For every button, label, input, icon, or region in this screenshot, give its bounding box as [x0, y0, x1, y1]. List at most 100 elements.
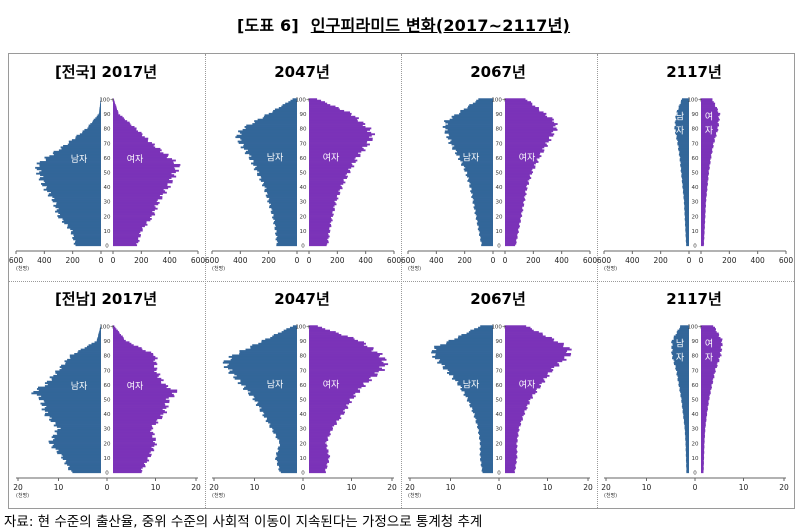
age-tick-label: 100+ [687, 98, 702, 104]
male-bar [264, 114, 297, 117]
male-bar [457, 383, 494, 386]
male-bar [275, 234, 298, 236]
male-bar [253, 168, 298, 171]
male-bar [676, 134, 690, 137]
male-bar [56, 209, 102, 212]
female-bar [505, 376, 547, 379]
male-bar [674, 127, 690, 130]
male-bar [53, 374, 101, 377]
female-bar [309, 169, 351, 172]
age-tick-label: 10 [300, 456, 307, 462]
male-bar [685, 449, 690, 452]
female-bar [505, 115, 548, 118]
male-bar [61, 220, 101, 223]
male-bar [267, 200, 297, 203]
female-bar [701, 159, 711, 162]
male-bar [454, 145, 493, 147]
female-bar [309, 238, 328, 241]
male-bar [481, 244, 494, 247]
male-bar [233, 376, 297, 379]
female-bar [505, 136, 549, 139]
male-bar [65, 363, 101, 366]
female-bar [701, 139, 715, 142]
female-bar [701, 370, 716, 373]
female-bar [113, 210, 153, 213]
male-bar [288, 101, 297, 104]
female-bar [113, 169, 179, 172]
male-bar [44, 414, 102, 417]
female-bar [701, 461, 704, 463]
male-bar [278, 468, 297, 471]
female-bar [505, 344, 564, 347]
male-bar [254, 396, 297, 399]
male-bar [60, 213, 101, 216]
age-tick-label: 80 [692, 127, 699, 133]
female-bar [113, 461, 147, 463]
male-bar [480, 239, 494, 242]
male-bar [53, 439, 101, 442]
female-bar [701, 401, 709, 404]
female-bar [113, 326, 116, 329]
male-bar [38, 398, 102, 401]
male-bar [671, 347, 690, 350]
male-bar [684, 420, 689, 423]
male-bar [679, 388, 690, 390]
female-bar [505, 223, 520, 226]
age-tick-label: 70 [496, 368, 503, 374]
female-bar [505, 332, 543, 335]
male-bar [679, 159, 690, 162]
female-bar [701, 98, 713, 101]
age-tick-label: 80 [104, 127, 111, 133]
female-bar [505, 412, 526, 415]
male-bar [262, 117, 298, 120]
male-bar [684, 200, 690, 203]
female-bar [309, 134, 372, 137]
female-bar [309, 191, 341, 194]
male-bar [461, 162, 493, 165]
male-bar [241, 383, 297, 386]
age-tick-label: 70 [104, 141, 111, 147]
female-bar [701, 150, 713, 153]
female-bar [113, 380, 161, 383]
male-bar [685, 220, 689, 223]
panel-title: [전남] 2017년 [55, 290, 157, 308]
female-bar [113, 417, 163, 420]
age-tick-label: 90 [692, 339, 699, 345]
male-bar [680, 325, 689, 328]
male-bar [228, 367, 297, 370]
male-bar [240, 380, 298, 383]
female-bar [113, 149, 162, 152]
male-bar [257, 172, 297, 175]
male-bar [88, 124, 102, 127]
male-bar [469, 405, 494, 408]
female-bar [701, 242, 705, 245]
x-tick-label: 600 [401, 256, 416, 265]
male-bar [460, 109, 494, 112]
age-tick-label: 30 [300, 200, 307, 206]
female-bar [309, 219, 333, 222]
male-bar [277, 437, 297, 440]
female-bar [701, 440, 705, 443]
female-bar [505, 325, 527, 328]
male-bar [442, 126, 494, 128]
male-bar [265, 194, 297, 197]
female-bar [505, 417, 523, 420]
female-bar [701, 223, 705, 226]
male-bar [473, 415, 494, 418]
male-bar [272, 430, 298, 433]
male-bar [678, 147, 690, 150]
male-bar [94, 341, 102, 344]
female-bar [701, 364, 718, 367]
female-bar [701, 339, 723, 342]
male-bar [247, 389, 298, 392]
male-bar [245, 127, 298, 130]
x-tick-label: 0 [301, 483, 306, 492]
female-bar [505, 424, 521, 427]
male-bar [681, 177, 690, 179]
female-bar [505, 218, 520, 220]
female-bar [505, 180, 528, 182]
male-bar [685, 238, 690, 241]
female-bar [505, 165, 536, 168]
female-bar [701, 220, 706, 223]
